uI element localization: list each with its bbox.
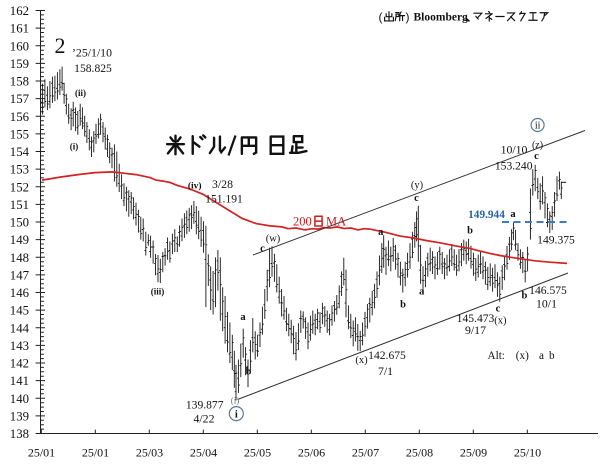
svg-text:Alt:: Alt: <box>488 350 505 362</box>
svg-text:2: 2 <box>55 33 66 58</box>
svg-text:(y): (y) <box>411 180 424 191</box>
svg-text:149.375: 149.375 <box>537 234 575 247</box>
svg-text:160: 160 <box>10 39 29 53</box>
svg-text:(ii): (ii) <box>75 88 86 98</box>
svg-text:c: c <box>260 244 265 255</box>
svg-text:(iii): (iii) <box>151 287 165 297</box>
svg-text:a: a <box>378 227 384 238</box>
svg-text:(x): (x) <box>516 350 529 362</box>
svg-text:141: 141 <box>10 374 29 388</box>
svg-text:149.944: 149.944 <box>468 209 505 221</box>
svg-text:143: 143 <box>10 339 29 353</box>
svg-text:25/03: 25/03 <box>136 446 163 460</box>
svg-text:b: b <box>467 226 473 237</box>
svg-text:25/09: 25/09 <box>460 446 487 460</box>
svg-text:151: 151 <box>10 198 29 212</box>
svg-text:10/1: 10/1 <box>536 297 557 311</box>
svg-text:161: 161 <box>10 22 29 36</box>
svg-text:147: 147 <box>10 269 30 283</box>
svg-text:(w): (w) <box>266 234 281 245</box>
svg-text:(iv): (iv) <box>188 180 202 191</box>
svg-text:142: 142 <box>10 357 29 371</box>
svg-text:25/07: 25/07 <box>352 446 379 460</box>
svg-text:139: 139 <box>10 410 29 424</box>
svg-text:9/17: 9/17 <box>465 323 486 337</box>
svg-text:(x): (x) <box>494 316 507 327</box>
svg-text:157: 157 <box>10 92 30 106</box>
svg-text:153.240: 153.240 <box>495 159 533 172</box>
svg-text:b: b <box>400 300 406 311</box>
svg-text:25/01: 25/01 <box>28 446 55 460</box>
svg-text:(z): (z) <box>532 140 543 151</box>
svg-text:145.473: 145.473 <box>457 312 495 325</box>
svg-text:158: 158 <box>10 75 29 89</box>
svg-text:a: a <box>510 209 516 220</box>
svg-text:200: 200 <box>293 215 312 229</box>
svg-text:3/28: 3/28 <box>212 177 233 191</box>
svg-text:146: 146 <box>10 286 30 300</box>
svg-text:140: 140 <box>10 392 29 406</box>
svg-text:158.825: 158.825 <box>74 62 112 75</box>
svg-text:(x): (x) <box>355 355 368 366</box>
svg-text:25/06: 25/06 <box>298 446 325 460</box>
svg-text:149: 149 <box>10 233 29 247</box>
svg-text:i: i <box>235 409 238 420</box>
svg-text:b: b <box>549 350 555 362</box>
svg-text:146.575: 146.575 <box>529 284 567 297</box>
svg-text:c: c <box>496 304 501 315</box>
svg-text:139.877: 139.877 <box>186 399 224 412</box>
svg-text:’25/1/10: ’25/1/10 <box>72 46 112 60</box>
svg-text:Bloomberg: Bloomberg <box>414 12 469 24</box>
svg-text:c: c <box>414 193 419 204</box>
svg-text:153: 153 <box>10 163 29 177</box>
svg-text:150: 150 <box>10 216 29 230</box>
svg-text:25/04: 25/04 <box>190 446 217 460</box>
svg-text:156: 156 <box>10 110 30 124</box>
svg-text:a: a <box>539 350 544 362</box>
svg-text:ii: ii <box>535 121 541 132</box>
svg-text:(: ( <box>379 10 383 24</box>
svg-text:25/05: 25/05 <box>244 446 271 460</box>
svg-text:148: 148 <box>10 251 29 265</box>
svg-text:154: 154 <box>10 145 30 159</box>
svg-text:142.675: 142.675 <box>368 349 406 362</box>
svg-text:151.191: 151.191 <box>205 193 243 206</box>
svg-text:10/10: 10/10 <box>501 143 528 157</box>
svg-text:a: a <box>240 312 246 323</box>
svg-text:152: 152 <box>10 180 29 194</box>
svg-text:): ) <box>406 10 410 24</box>
svg-text:25/10: 25/10 <box>514 446 541 460</box>
svg-text:c: c <box>534 151 539 162</box>
svg-text:MA: MA <box>326 215 346 229</box>
svg-text:145: 145 <box>10 304 29 318</box>
svg-text:b: b <box>521 290 527 301</box>
svg-text:159: 159 <box>10 57 29 71</box>
svg-text:(i): (i) <box>231 396 240 406</box>
svg-text:138: 138 <box>10 427 29 441</box>
svg-text:b: b <box>246 367 252 378</box>
svg-text:162: 162 <box>10 4 29 18</box>
svg-text:155: 155 <box>10 128 29 142</box>
svg-text:4/22: 4/22 <box>194 412 215 426</box>
svg-text:25/01: 25/01 <box>82 446 109 460</box>
svg-text:7/1: 7/1 <box>378 364 393 378</box>
svg-text:25/08: 25/08 <box>406 446 433 460</box>
svg-text:144: 144 <box>10 321 30 335</box>
svg-text:(i): (i) <box>70 142 79 152</box>
svg-text:a: a <box>419 287 425 298</box>
